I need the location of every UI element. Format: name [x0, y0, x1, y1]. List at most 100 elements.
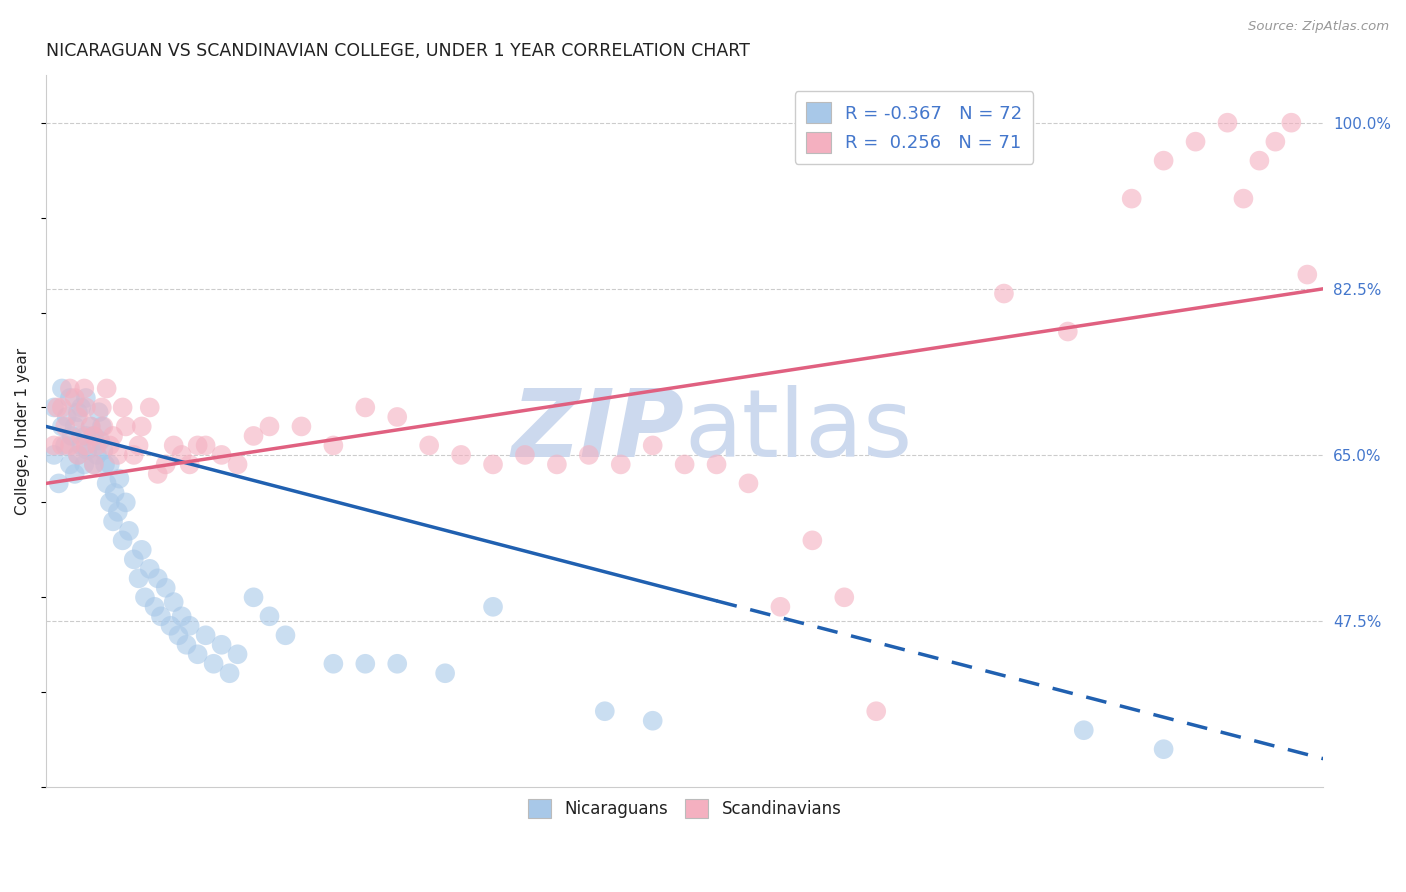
Point	[1153, 153, 1175, 168]
Point	[1073, 723, 1095, 738]
Point	[89, 434, 111, 448]
Point	[73, 382, 96, 396]
Point	[96, 382, 118, 396]
Point	[75, 391, 97, 405]
Point	[290, 419, 312, 434]
Point	[51, 419, 73, 434]
Point	[122, 448, 145, 462]
Point	[179, 619, 201, 633]
Point	[79, 419, 101, 434]
Point	[242, 429, 264, 443]
Point	[66, 409, 89, 424]
Point	[131, 419, 153, 434]
Point	[259, 419, 281, 434]
Point	[46, 401, 69, 415]
Point	[418, 438, 440, 452]
Point	[51, 401, 73, 415]
Point	[59, 438, 82, 452]
Point	[865, 704, 887, 718]
Point	[53, 438, 76, 452]
Point	[176, 638, 198, 652]
Point	[122, 552, 145, 566]
Point	[111, 533, 134, 548]
Point	[242, 591, 264, 605]
Point	[96, 476, 118, 491]
Point	[101, 514, 124, 528]
Point	[90, 401, 112, 415]
Point	[387, 657, 409, 671]
Point	[42, 401, 65, 415]
Point	[482, 599, 505, 614]
Point	[55, 409, 77, 424]
Point	[1264, 135, 1286, 149]
Point	[706, 458, 728, 472]
Point	[51, 438, 73, 452]
Y-axis label: College, Under 1 year: College, Under 1 year	[15, 348, 30, 515]
Point	[1153, 742, 1175, 756]
Point	[75, 429, 97, 443]
Point	[79, 419, 101, 434]
Point	[801, 533, 824, 548]
Point	[104, 486, 127, 500]
Point	[155, 458, 177, 472]
Point	[59, 458, 82, 472]
Point	[93, 419, 115, 434]
Point	[187, 647, 209, 661]
Point	[75, 401, 97, 415]
Point	[59, 391, 82, 405]
Text: NICARAGUAN VS SCANDINAVIAN COLLEGE, UNDER 1 YEAR CORRELATION CHART: NICARAGUAN VS SCANDINAVIAN COLLEGE, UNDE…	[46, 42, 749, 60]
Point	[83, 458, 105, 472]
Point	[274, 628, 297, 642]
Point	[128, 571, 150, 585]
Point	[179, 458, 201, 472]
Point	[83, 458, 105, 472]
Text: Source: ZipAtlas.com: Source: ZipAtlas.com	[1249, 20, 1389, 33]
Point	[128, 438, 150, 452]
Point	[737, 476, 759, 491]
Point	[993, 286, 1015, 301]
Point	[1121, 192, 1143, 206]
Point	[87, 405, 110, 419]
Point	[114, 495, 136, 509]
Point	[86, 448, 108, 462]
Point	[170, 609, 193, 624]
Point	[159, 619, 181, 633]
Text: ZIP: ZIP	[512, 385, 685, 477]
Point	[194, 628, 217, 642]
Point	[111, 401, 134, 415]
Point	[114, 419, 136, 434]
Point	[70, 429, 93, 443]
Point	[75, 438, 97, 452]
Point	[66, 405, 89, 419]
Point	[134, 591, 156, 605]
Point	[86, 438, 108, 452]
Point	[42, 438, 65, 452]
Point	[42, 448, 65, 462]
Point	[226, 647, 249, 661]
Point	[163, 595, 186, 609]
Point	[51, 382, 73, 396]
Point	[482, 458, 505, 472]
Point	[118, 524, 141, 538]
Point	[155, 581, 177, 595]
Point	[107, 505, 129, 519]
Point	[1216, 116, 1239, 130]
Point	[139, 562, 162, 576]
Point	[322, 438, 344, 452]
Point	[163, 438, 186, 452]
Point	[1232, 192, 1254, 206]
Point	[76, 443, 98, 458]
Point	[167, 628, 190, 642]
Point	[66, 448, 89, 462]
Point	[60, 429, 83, 443]
Point	[1296, 268, 1319, 282]
Point	[63, 419, 86, 434]
Text: atlas: atlas	[685, 385, 912, 477]
Point	[149, 609, 172, 624]
Point	[70, 438, 93, 452]
Point	[434, 666, 457, 681]
Point	[593, 704, 616, 718]
Point	[59, 382, 82, 396]
Point	[202, 657, 225, 671]
Point	[226, 458, 249, 472]
